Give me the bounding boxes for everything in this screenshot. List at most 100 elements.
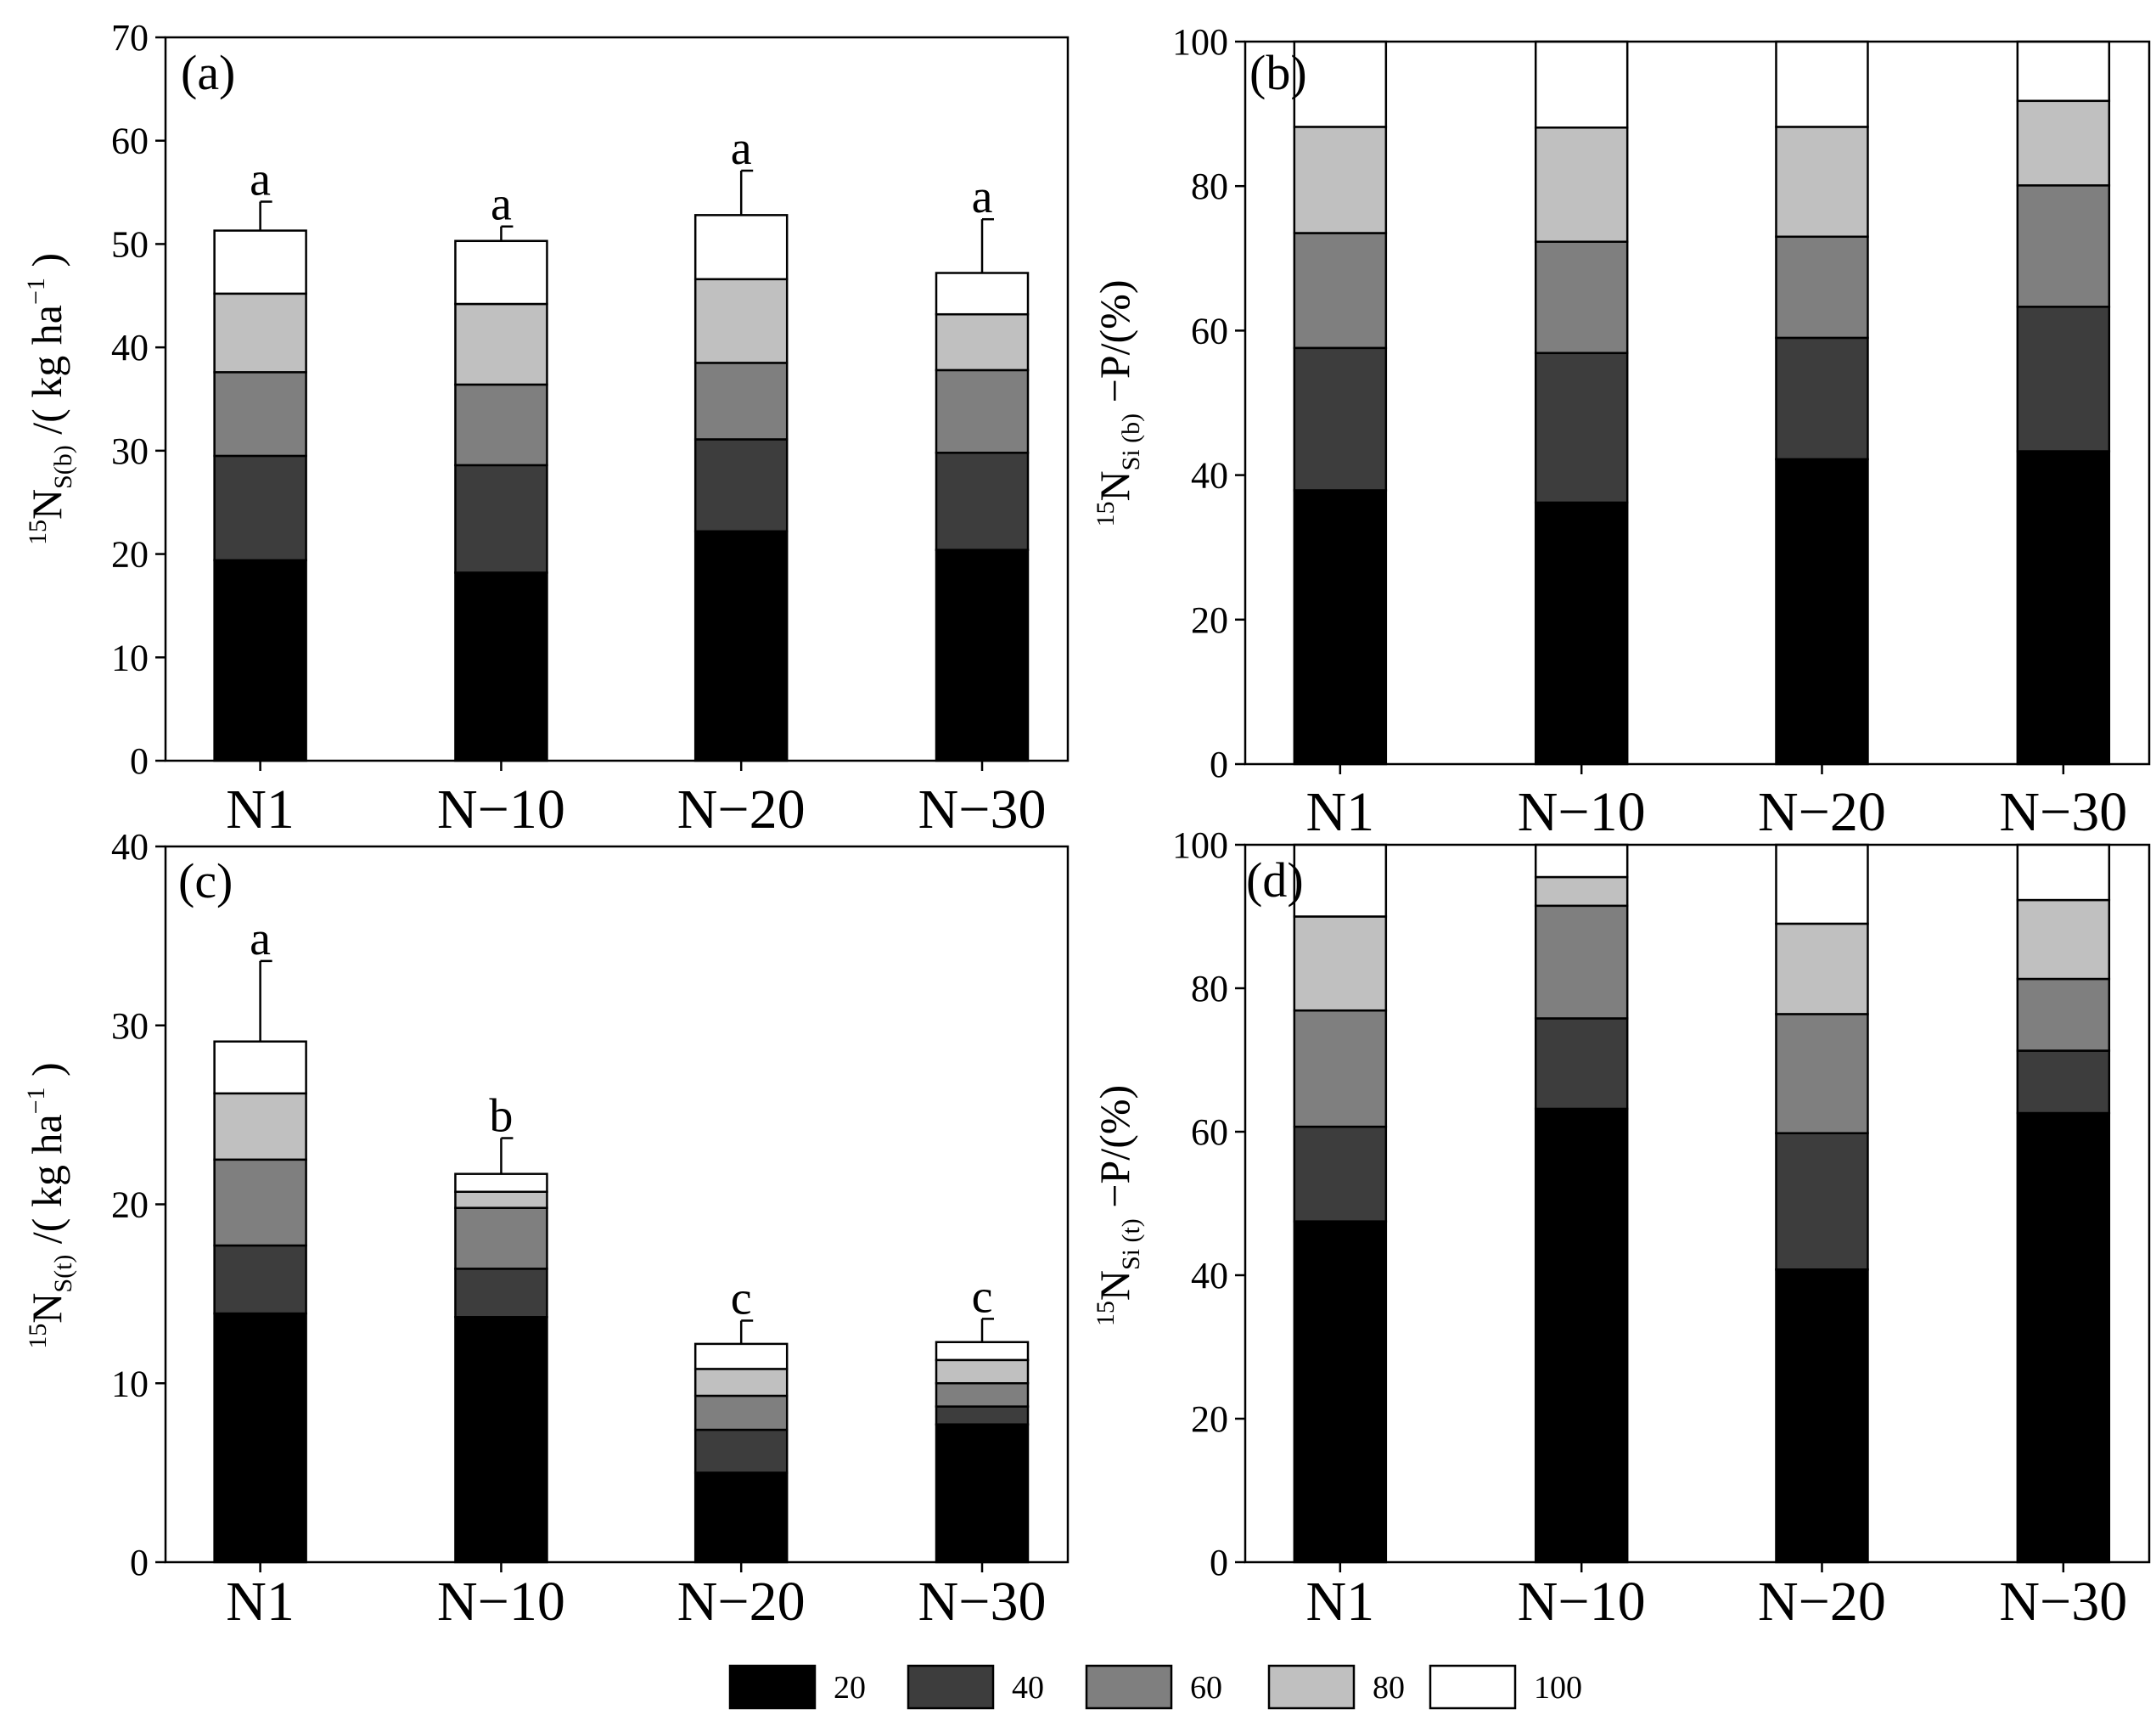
bar-segment	[1775, 922, 1869, 1015]
x-tick-label: N−20	[677, 779, 806, 841]
legend-label: 40	[1012, 1670, 1044, 1706]
bar-segment	[1775, 843, 1869, 925]
y-tick-label: 40	[1191, 455, 1228, 497]
significance-label: c	[972, 1270, 993, 1323]
x-tick-label: N1	[226, 779, 295, 841]
bar-segment	[1775, 40, 1869, 128]
y-tick-label: 0	[130, 1542, 149, 1583]
y-axis-label: 15NS(b) /( kg ha−1 )	[22, 253, 77, 545]
panel-label: (c)	[178, 853, 233, 908]
bar-segment	[935, 1382, 1030, 1408]
bar-segment	[1293, 489, 1388, 766]
y-tick-label: 10	[111, 1363, 149, 1404]
x-tick-label: N1	[1305, 1571, 1374, 1633]
significance-label: a	[250, 154, 271, 206]
bar-segment	[1775, 1132, 1869, 1271]
panel-label: (b)	[1249, 45, 1307, 100]
bar-segment	[1293, 915, 1388, 1012]
plot-frame	[1244, 40, 2151, 766]
bar-segment	[213, 229, 307, 295]
bar-segment	[213, 1158, 307, 1247]
y-axis-label: 15NSi (t) −P/(%)	[1091, 1085, 1145, 1326]
legend-label: 100	[1534, 1670, 1582, 1706]
bar-segment	[213, 559, 307, 762]
bar-segment	[454, 464, 548, 574]
x-tick-label: N−30	[1999, 1571, 2127, 1633]
x-tick-label: N−20	[1758, 781, 1886, 843]
bar-segment	[1534, 351, 1629, 504]
y-tick-label: 60	[1191, 310, 1228, 351]
x-tick-label: N1	[1305, 781, 1374, 843]
bar-segment	[1534, 40, 1629, 129]
chart-panel-c: a N1 b N−10 c N−20 c N−30 0 10 20 30 40 (c) 15NS(t) /(…	[22, 826, 1070, 1633]
y-tick-label: 0	[1210, 744, 1228, 785]
bar-segment	[1775, 458, 1869, 766]
y-tick-label: 60	[111, 121, 149, 162]
y-tick-label: 40	[111, 327, 149, 368]
bar-segment	[693, 214, 789, 281]
plot-frame	[1244, 843, 2151, 1564]
y-tick-label: 60	[1191, 1111, 1228, 1153]
bar-segment	[693, 438, 789, 533]
y-tick-label: 50	[111, 223, 149, 265]
bar-segment	[1534, 1017, 1629, 1111]
bar-segment	[935, 368, 1030, 454]
y-tick-label: 40	[1191, 1255, 1228, 1296]
bar-segment	[2016, 1049, 2111, 1115]
bar-segment	[454, 1206, 548, 1270]
bar-segment	[213, 292, 307, 374]
legend-label: 20	[834, 1670, 866, 1706]
bar-segment	[2016, 898, 2111, 981]
bar-segment	[693, 1394, 789, 1431]
bar-segment	[693, 1368, 789, 1397]
y-tick-label: 0	[1210, 1542, 1228, 1583]
bar-segment	[454, 239, 548, 306]
panel-label: (d)	[1246, 852, 1304, 908]
bar-segment	[213, 371, 307, 458]
bar-segment	[935, 1405, 1030, 1425]
y-axis-label: 15NS(t) /( kg ha−1 )	[22, 1062, 77, 1348]
bar-segment	[1775, 126, 1869, 239]
chart-panel-b: N1 N−10 N−20 N−30 0 20 40 60 80 100 (b) 15NSi (b) −…	[1091, 21, 2151, 843]
bar-segment	[693, 1471, 789, 1564]
x-tick-label: N−10	[1518, 1571, 1646, 1633]
bar-segment	[454, 571, 548, 762]
bar-segment	[454, 1316, 548, 1564]
chart-panel-a: a N1 a N−10 a N−20 a N−30 0 10 20 30 40 50 60 70 (a) 15NS…	[22, 17, 1070, 841]
significance-label: a	[731, 122, 752, 175]
bar-segment	[1293, 843, 1388, 918]
y-tick-label: 30	[111, 430, 149, 472]
y-tick-label: 20	[111, 534, 149, 576]
bar-segment	[1534, 127, 1629, 243]
y-tick-label: 0	[130, 740, 149, 782]
bar-segment	[213, 1092, 307, 1161]
bar-segment	[1293, 126, 1388, 234]
y-tick-label: 100	[1172, 21, 1228, 63]
bar-segment	[935, 452, 1030, 551]
significance-label: a	[491, 178, 512, 231]
bar-segment	[2016, 1111, 2111, 1564]
bar-segment	[935, 312, 1030, 372]
bar-segment	[454, 302, 548, 386]
bar-segment	[935, 1423, 1030, 1564]
bar-segment	[693, 1342, 789, 1370]
legend-swatch	[1429, 1664, 1517, 1710]
legend-swatch	[1085, 1664, 1173, 1710]
bar-segment	[1293, 40, 1388, 128]
bar-segment	[693, 362, 789, 441]
bar-segment	[454, 1190, 548, 1209]
bar-segment	[454, 1268, 548, 1319]
bar-segment	[1293, 1009, 1388, 1128]
plot-frame	[164, 36, 1070, 762]
bar-segment	[935, 1358, 1030, 1385]
y-tick-label: 70	[111, 17, 149, 59]
legend-label: 80	[1373, 1670, 1405, 1706]
significance-label: a	[972, 171, 993, 223]
bar-segment	[935, 1341, 1030, 1362]
bar-segment	[213, 1244, 307, 1315]
bar-segment	[1775, 235, 1869, 340]
y-tick-label: 30	[111, 1005, 149, 1047]
y-tick-label: 100	[1172, 824, 1228, 866]
y-tick-label: 40	[111, 826, 149, 868]
bar-segment	[454, 1172, 548, 1193]
